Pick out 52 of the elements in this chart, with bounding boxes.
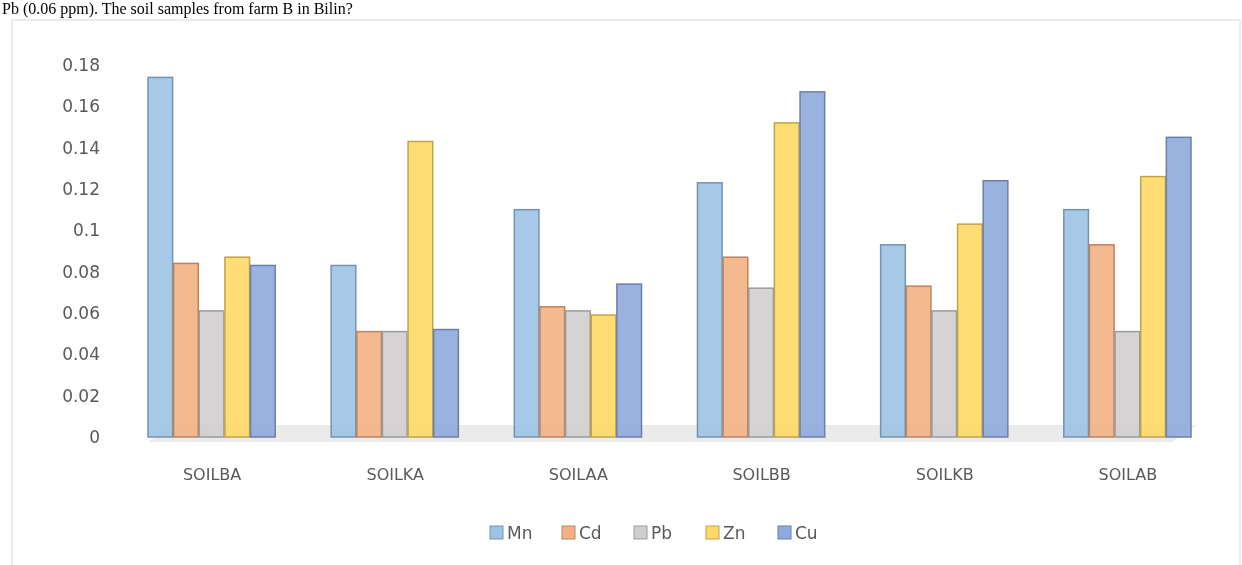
y-tick-label: 0 — [89, 426, 100, 447]
bar — [1139, 175, 1167, 438]
x-tick-label: SOILAA — [548, 465, 609, 484]
bar — [748, 287, 775, 438]
bar — [381, 330, 408, 438]
legend-label: Mn — [507, 522, 533, 543]
y-tick-label: 0.12 — [62, 178, 100, 199]
text: Pb (0.06 ppm). The soil samples from farm B in Bilin? — [2, 0, 353, 18]
bar — [1114, 330, 1141, 438]
bar — [224, 256, 251, 438]
bar — [1063, 208, 1090, 438]
bar — [513, 208, 540, 438]
bar — [1088, 244, 1115, 438]
x-tick-label: SOILBB — [732, 465, 791, 484]
bar — [147, 76, 174, 438]
bar — [773, 122, 800, 438]
bar — [956, 223, 983, 438]
bar — [982, 179, 1009, 438]
bar — [356, 330, 383, 438]
bar — [172, 262, 200, 438]
x-tick-label: SOILBA — [182, 465, 242, 484]
y-tick-label: 0.18 — [62, 54, 100, 75]
bar — [616, 283, 643, 438]
x-tick-label: SOILKA — [366, 465, 425, 484]
bar — [696, 182, 723, 438]
bar — [539, 306, 566, 438]
bar — [249, 264, 276, 438]
bar — [879, 244, 907, 438]
bar — [799, 91, 826, 438]
y-tick-label: 0.1 — [72, 220, 100, 241]
bar — [905, 285, 932, 438]
legend-label: Cd — [579, 522, 602, 543]
bar — [407, 140, 434, 438]
bar — [931, 310, 958, 438]
legend-label: Zn — [723, 522, 746, 543]
y-tick-label: 0.08 — [62, 261, 100, 282]
bar — [590, 314, 617, 438]
y-tick-label: 0.06 — [62, 302, 100, 323]
y-tick-label: 0.04 — [62, 344, 100, 365]
x-tick-label: SOILAB — [1098, 465, 1158, 484]
x-tick-label: SOILKB — [915, 465, 974, 484]
bar — [198, 310, 225, 438]
bar — [722, 256, 749, 438]
legend-label: Pb — [651, 522, 673, 543]
bar — [564, 310, 591, 438]
bar — [432, 328, 460, 438]
y-tick-label: 0.02 — [62, 385, 100, 406]
bar — [1165, 136, 1192, 438]
legend-label: Cu — [795, 522, 818, 543]
y-tick-label: 0.14 — [62, 137, 100, 158]
y-tick-label: 0.16 — [62, 96, 100, 117]
bar — [330, 264, 357, 438]
